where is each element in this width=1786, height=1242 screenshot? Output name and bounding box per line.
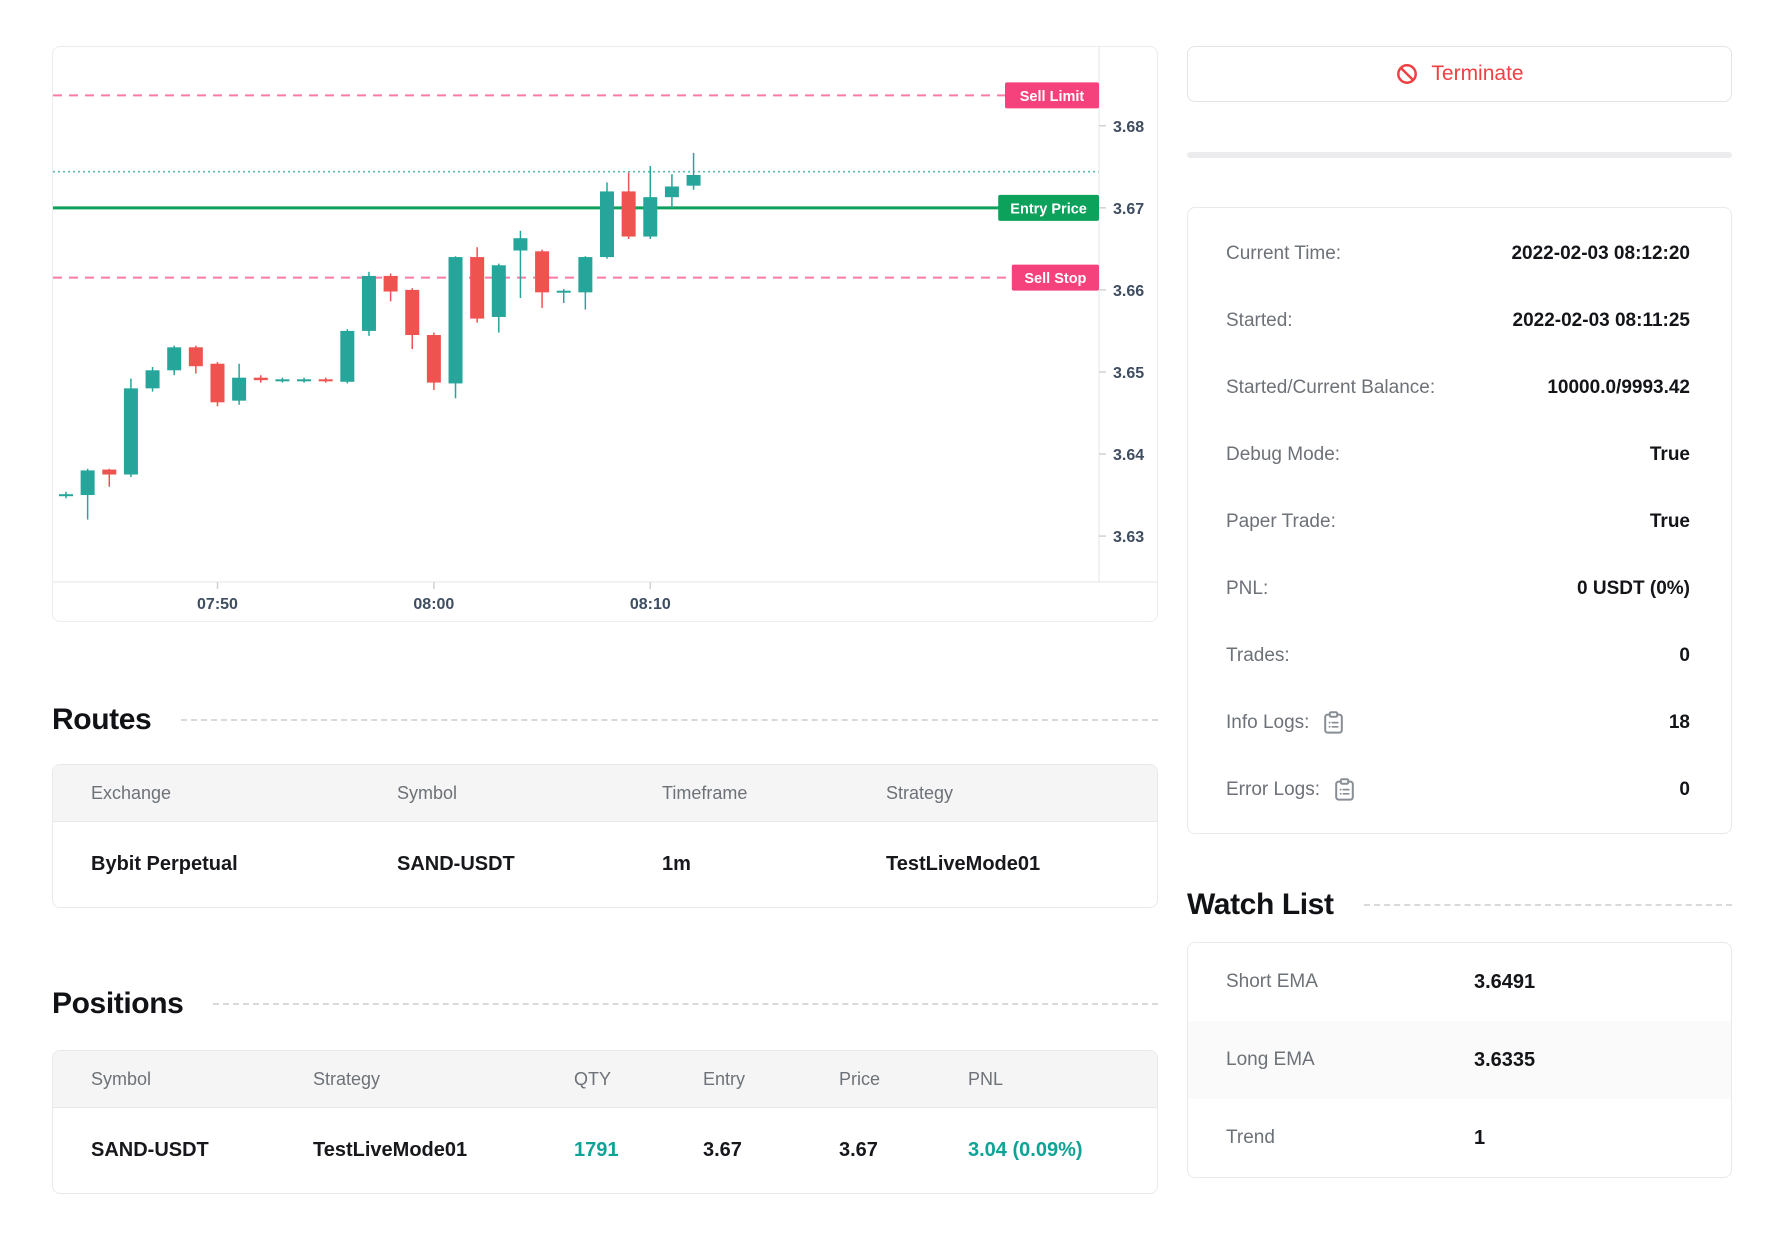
price-chart-card: 3.68 3.67 3.66 3.65 3.64 3.63 07:50 08:00 08:10 S… xyxy=(52,46,1158,622)
error-logs-value: 0 xyxy=(1679,778,1690,800)
routes-header-strategy: Strategy xyxy=(886,782,954,803)
balance-value: 10000.0/9993.42 xyxy=(1547,376,1690,398)
info-row-trades: Trades: 0 xyxy=(1226,622,1690,689)
svg-text:3.63: 3.63 xyxy=(1113,529,1144,546)
info-row-info-logs: Info Logs: 18 xyxy=(1226,689,1690,756)
svg-text:Sell Limit: Sell Limit xyxy=(1020,89,1085,105)
routes-header-exchange: Exchange xyxy=(91,782,172,803)
route-symbol: SAND-USDT xyxy=(397,853,515,875)
svg-text:07:50: 07:50 xyxy=(197,596,238,613)
trend-label: Trend xyxy=(1226,1127,1275,1148)
positions-table-header: Symbol Strategy QTY Entry Price PNL xyxy=(53,1051,1157,1108)
info-row-paper-trade: Paper Trade: True xyxy=(1226,488,1690,555)
svg-text:Entry Price: Entry Price xyxy=(1010,201,1087,217)
trend-value: 1 xyxy=(1474,1126,1486,1149)
debug-mode-value: True xyxy=(1649,443,1690,465)
positions-table-row: SAND-USDT TestLiveMode01 1791 3.67 3.67 … xyxy=(53,1108,1157,1193)
watchlist-title: Watch List xyxy=(1187,888,1334,921)
dashboard-page: 3.68 3.67 3.66 3.65 3.64 3.63 07:50 08:00 08:10 S… xyxy=(52,46,1732,1194)
info-row-current-time: Current Time: 2022-02-03 08:12:20 xyxy=(1226,220,1690,287)
current-time-value: 2022-02-03 08:12:20 xyxy=(1511,242,1690,264)
svg-text:3.68: 3.68 xyxy=(1113,119,1144,136)
session-progress-bar xyxy=(1187,152,1732,158)
watchlist-row-short-ema: Short EMA 3.6491 xyxy=(1188,943,1731,1021)
position-pnl: 3.04 (0.09%) xyxy=(968,1139,1083,1161)
info-row-debug-mode: Debug Mode: True xyxy=(1226,421,1690,488)
short-ema-value: 3.6491 xyxy=(1474,970,1536,993)
pnl-value: 0 USDT (0%) xyxy=(1577,577,1690,599)
candlestick-chart[interactable]: 3.68 3.67 3.66 3.65 3.64 3.63 07:50 08:00 08:10 S… xyxy=(53,47,1157,621)
long-ema-label: Long EMA xyxy=(1226,1049,1315,1070)
session-info-card: Current Time: 2022-02-03 08:12:20 Starte… xyxy=(1187,207,1732,834)
position-qty: 1791 xyxy=(574,1139,619,1161)
error-logs-clipboard-icon[interactable] xyxy=(1334,778,1355,801)
svg-text:08:00: 08:00 xyxy=(413,596,454,613)
route-timeframe: 1m xyxy=(662,853,691,875)
positions-title: Positions xyxy=(52,987,184,1020)
error-logs-label: Error Logs: xyxy=(1226,778,1355,801)
routes-header-timeframe: Timeframe xyxy=(662,782,748,803)
started-label: Started: xyxy=(1226,309,1293,331)
watchlist-card: Short EMA 3.6491 Long EMA 3.6335 Trend 1 xyxy=(1187,942,1732,1178)
position-entry: 3.67 xyxy=(703,1139,742,1161)
short-ema-label: Short EMA xyxy=(1226,971,1318,992)
trades-label: Trades: xyxy=(1226,644,1290,666)
info-row-started: Started: 2022-02-03 08:11:25 xyxy=(1226,287,1690,354)
positions-section-header: Positions xyxy=(52,987,1158,1021)
svg-text:3.67: 3.67 xyxy=(1113,201,1144,218)
positions-table: Symbol Strategy QTY Entry Price PNL SAND… xyxy=(52,1050,1158,1194)
route-strategy: TestLiveMode01 xyxy=(886,853,1041,875)
positions-header-qty: QTY xyxy=(574,1068,612,1089)
info-row-error-logs: Error Logs: 0 xyxy=(1226,756,1690,823)
svg-text:08:10: 08:10 xyxy=(630,596,671,613)
routes-table-row: Bybit Perpetual SAND-USDT 1m TestLiveMod… xyxy=(53,822,1157,907)
position-strategy: TestLiveMode01 xyxy=(313,1139,468,1161)
routes-title: Routes xyxy=(52,703,152,736)
positions-header-pnl: PNL xyxy=(968,1068,1004,1089)
debug-mode-label: Debug Mode: xyxy=(1226,443,1341,465)
terminate-button[interactable]: Terminate xyxy=(1187,46,1732,102)
position-price: 3.67 xyxy=(839,1139,878,1161)
paper-trade-label: Paper Trade: xyxy=(1226,510,1336,532)
positions-header-symbol: Symbol xyxy=(91,1068,152,1089)
svg-text:3.64: 3.64 xyxy=(1113,447,1144,464)
info-logs-label: Info Logs: xyxy=(1226,711,1344,734)
watchlist-section-header: Watch List xyxy=(1187,888,1732,922)
started-value: 2022-02-03 08:11:25 xyxy=(1512,309,1690,331)
pnl-label: PNL: xyxy=(1226,577,1269,599)
balance-label: Started/Current Balance: xyxy=(1226,376,1436,398)
current-time-label: Current Time: xyxy=(1226,242,1342,264)
error-logs-label-text: Error Logs: xyxy=(1226,778,1320,800)
routes-table: Exchange Symbol Timeframe Strategy Bybit… xyxy=(52,764,1158,908)
routes-divider xyxy=(181,719,1158,721)
routes-table-header: Exchange Symbol Timeframe Strategy xyxy=(53,765,1157,822)
positions-header-strategy: Strategy xyxy=(313,1068,381,1089)
watchlist-divider xyxy=(1363,904,1732,906)
terminate-label: Terminate xyxy=(1431,62,1524,85)
info-logs-label-text: Info Logs: xyxy=(1226,711,1310,733)
info-row-pnl: PNL: 0 USDT (0%) xyxy=(1226,555,1690,622)
paper-trade-value: True xyxy=(1649,510,1690,532)
positions-header-entry: Entry xyxy=(703,1068,746,1089)
info-row-balance: Started/Current Balance: 10000.0/9993.42 xyxy=(1226,354,1690,421)
watchlist-row-long-ema: Long EMA 3.6335 xyxy=(1188,1021,1731,1099)
routes-section-header: Routes xyxy=(52,703,1158,737)
trades-value: 0 xyxy=(1679,644,1690,666)
svg-text:3.66: 3.66 xyxy=(1113,283,1144,300)
svg-text:Sell Stop: Sell Stop xyxy=(1024,271,1086,287)
routes-header-symbol: Symbol xyxy=(397,782,458,803)
info-logs-value: 18 xyxy=(1668,711,1690,733)
prohibit-icon xyxy=(1395,62,1419,86)
main-column: 3.68 3.67 3.66 3.65 3.64 3.63 07:50 08:00 08:10 S… xyxy=(52,46,1158,1194)
svg-text:3.65: 3.65 xyxy=(1113,365,1144,382)
side-panel: Terminate Current Time: 2022-02-03 08:12… xyxy=(1187,46,1732,1194)
positions-header-price: Price xyxy=(839,1068,881,1089)
positions-divider xyxy=(213,1003,1158,1005)
watchlist-row-trend: Trend 1 xyxy=(1188,1099,1731,1177)
long-ema-value: 3.6335 xyxy=(1474,1048,1536,1071)
position-symbol: SAND-USDT xyxy=(91,1139,209,1161)
info-logs-clipboard-icon[interactable] xyxy=(1323,711,1344,734)
route-exchange: Bybit Perpetual xyxy=(91,853,238,875)
